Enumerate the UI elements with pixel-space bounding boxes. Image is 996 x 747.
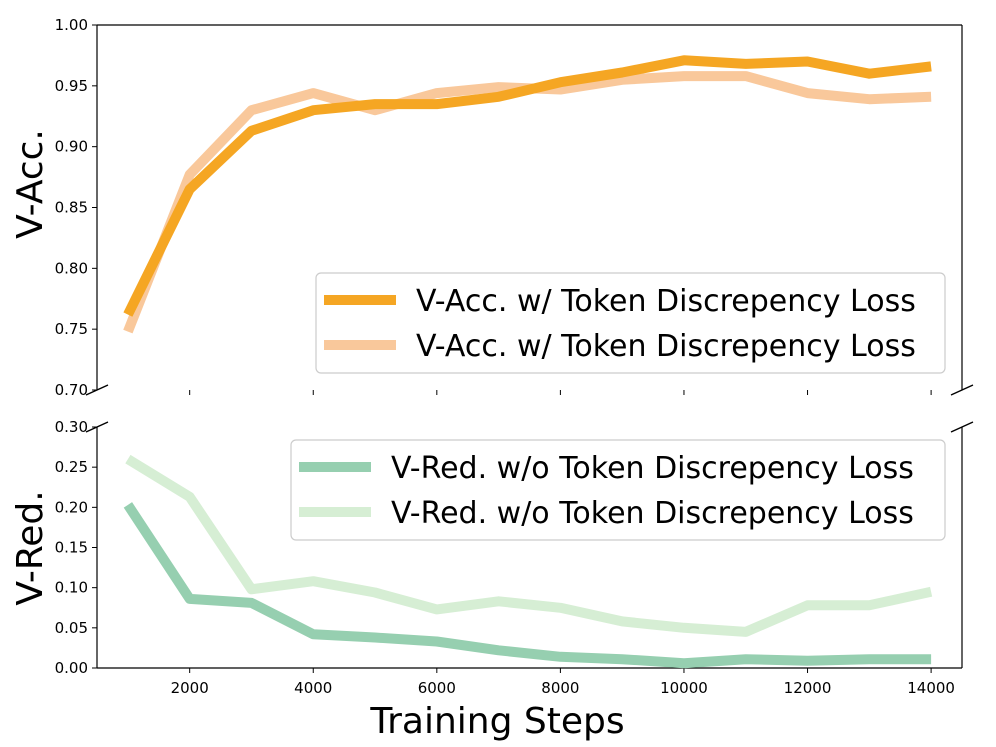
v-red-ylabel: V-Red. [10,490,51,605]
axis-break-mark-1 [950,384,974,396]
v-red-xtick-label: 10000 [660,679,708,697]
v-acc-ytick-label: 0.90 [55,138,88,156]
x-axis-title: Training Steps [369,701,624,742]
v-red-series-line-1 [125,454,933,637]
v-red-xtick-label: 14000 [907,679,955,697]
v-red-ytick-label: 0.10 [55,579,88,597]
v-red-series-line-0 [123,502,932,669]
v-red-ytick-label: 0.20 [55,498,88,516]
v-acc-legend-label-1: V-Acc. w/ Token Discrepency Loss [416,329,916,364]
v-red-legend-label-1: V-Red. w/o Token Discrepency Loss [391,496,914,531]
v-acc-ytick-label: 0.85 [55,199,88,217]
v-red-legend-label-0: V-Red. w/o Token Discrepency Loss [391,451,914,486]
v-red-ytick-label: 0.25 [55,458,88,476]
axis-break-mark-0 [85,384,109,396]
axis-break-mark-3 [950,421,974,433]
v-red-legend-box [290,439,946,541]
v-red-ytick-label: 0.00 [55,659,88,677]
v-acc-legend-box [315,272,946,374]
v-red-xtick-label: 6000 [418,679,456,697]
v-acc-series-line-0 [123,55,932,317]
v-red-ytick-label: 0.30 [55,418,88,436]
v-acc-ytick-label: 1.00 [55,16,88,34]
v-acc-legend-label-0: V-Acc. w/ Token Discrepency Loss [416,284,916,319]
v-red-xtick-label: 8000 [541,679,579,697]
v-red-xtick-label: 2000 [171,679,209,697]
v-red-ytick-label: 0.05 [55,619,88,637]
v-acc-ylabel: V-Acc. [10,129,51,239]
v-acc-ytick-label: 0.80 [55,259,88,277]
v-acc-ytick-label: 0.70 [55,381,88,399]
v-acc-ytick-label: 0.75 [55,320,88,338]
v-red-xtick-label: 4000 [294,679,332,697]
v-red-ytick-label: 0.15 [55,539,88,557]
axis-break-mark-2 [85,421,109,433]
v-red-xtick-label: 12000 [784,679,832,697]
v-acc-ytick-label: 0.95 [55,77,88,95]
